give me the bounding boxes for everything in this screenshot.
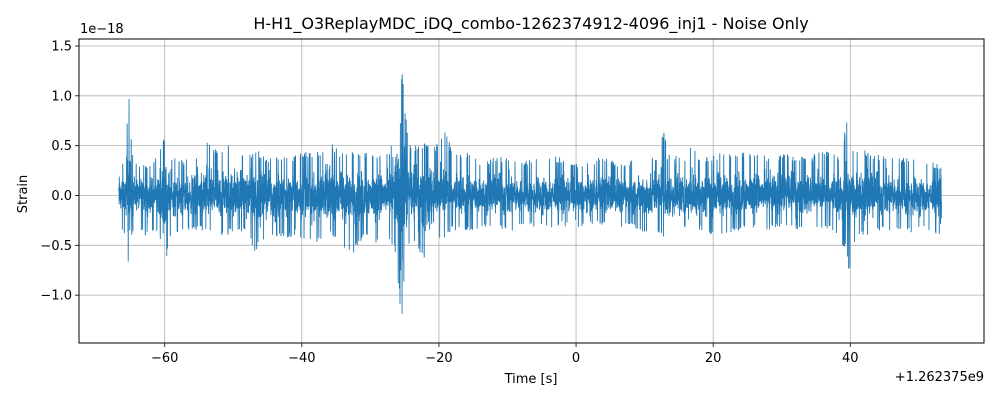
y-axis-scale-label: 1e−18 [80,22,124,37]
y-axis-label: Strain [16,175,31,214]
x-axis-offset-label: +1.262375e9 [895,370,984,385]
x-axis-ticks: −60 −40 −20 0 20 40 [151,343,859,366]
x-tick-label: −40 [288,351,315,366]
plot-area [118,74,942,314]
y-tick-label: 1.5 [51,39,72,54]
y-axis-ticks: −1.0 −0.5 0.0 0.5 1.0 1.5 [40,39,79,304]
x-tick-label: 0 [572,351,580,366]
strain-series-line [118,74,942,314]
x-axis-label: Time [s] [504,372,558,387]
y-tick-label: −1.0 [40,289,72,304]
y-tick-label: 0.5 [51,139,72,154]
axes-frame [78,38,985,344]
x-tick-label: 20 [705,351,722,366]
y-tick-label: −0.5 [40,239,72,254]
y-tick-label: 1.0 [51,89,72,104]
x-tick-label: 40 [842,351,859,366]
chart-title: H-H1_O3ReplayMDC_iDQ_combo-1262374912-40… [253,14,808,34]
x-tick-label: −20 [425,351,452,366]
y-tick-label: 0.0 [51,189,72,204]
x-tick-label: −60 [151,351,178,366]
